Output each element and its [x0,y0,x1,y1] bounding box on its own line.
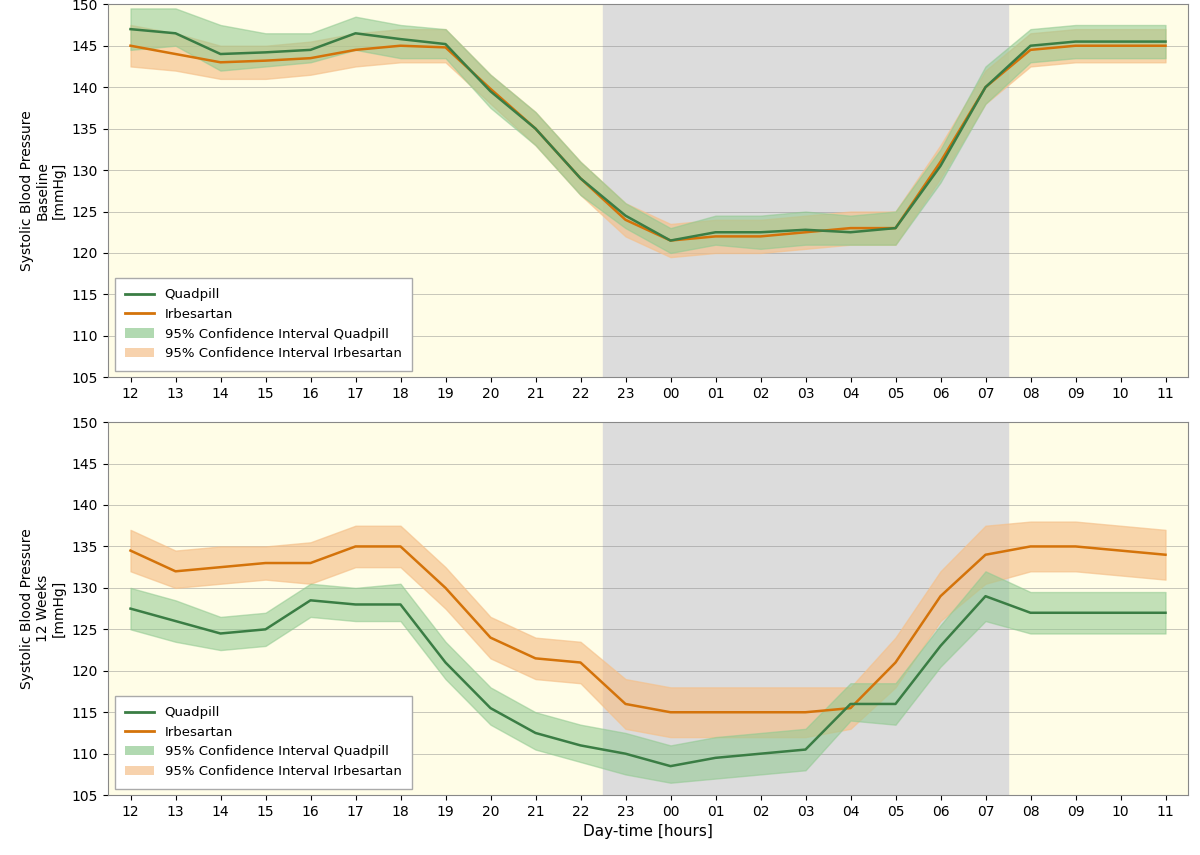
Bar [604,422,1008,795]
Legend: Quadpill, Irbesartan, 95% Confidence Interval Quadpill, 95% Confidence Interval : Quadpill, Irbesartan, 95% Confidence Int… [114,696,412,788]
Y-axis label: Systolic Blood Pressure
12 Weeks
[mmHg]: Systolic Blood Pressure 12 Weeks [mmHg] [20,528,66,689]
Legend: Quadpill, Irbesartan, 95% Confidence Interval Quadpill, 95% Confidence Interval : Quadpill, Irbesartan, 95% Confidence Int… [114,278,412,371]
Y-axis label: Systolic Blood Pressure
Baseline
[mmHg]: Systolic Blood Pressure Baseline [mmHg] [20,110,66,271]
X-axis label: Day-time [hours]: Day-time [hours] [583,824,713,840]
Bar [604,4,1008,377]
